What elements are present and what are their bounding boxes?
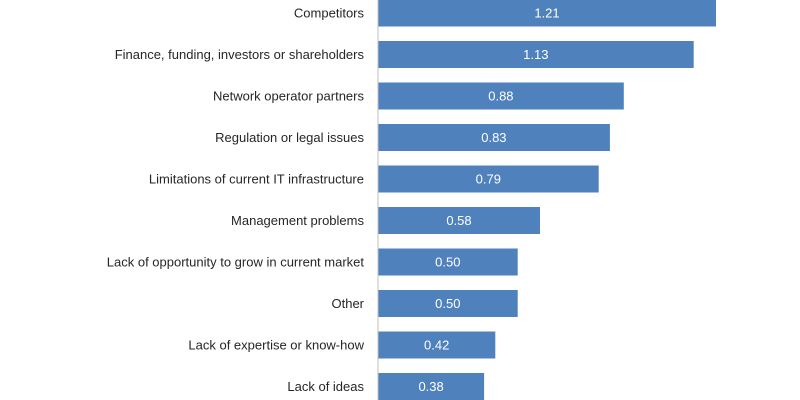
category-label: Lack of opportunity to grow in current m…	[107, 255, 365, 270]
category-label: Lack of expertise or know-how	[188, 338, 364, 353]
bar	[378, 124, 610, 151]
data-label: 0.50	[435, 255, 460, 270]
data-label: 0.42	[424, 338, 449, 353]
category-label: Network operator partners	[213, 89, 365, 104]
data-label: 0.88	[488, 89, 513, 104]
data-label: 0.83	[481, 130, 506, 145]
data-label: 0.79	[476, 172, 501, 187]
bar	[378, 41, 694, 68]
data-label: 1.13	[523, 47, 548, 62]
bar	[378, 207, 540, 234]
bar	[378, 82, 624, 110]
category-labels-group: Competitors Finance, funding, investors o…	[107, 6, 365, 395]
bar	[378, 0, 716, 27]
data-label: 1.21	[534, 6, 559, 21]
bar	[378, 373, 485, 400]
category-label: Finance, funding, investors or sharehold…	[115, 47, 365, 62]
bar	[378, 290, 518, 317]
bars-group	[378, 0, 716, 400]
category-label: Competitors	[294, 6, 365, 21]
category-label: Management problems	[231, 213, 364, 228]
data-label: 0.38	[418, 379, 443, 394]
bar	[378, 248, 518, 276]
category-label: Lack of ideas	[287, 379, 364, 394]
bar	[378, 331, 496, 359]
data-label: 0.50	[435, 296, 460, 311]
category-label: Regulation or legal issues	[215, 130, 364, 145]
category-label: Limitations of current IT infrastructure	[149, 172, 364, 187]
data-label: 0.58	[446, 213, 471, 228]
bar	[378, 165, 599, 193]
category-label: Other	[331, 296, 364, 311]
value-labels-group: 1.21 1.13 0.88 0.83 0.79 0.58 0.50 0.50 0.42 0.38	[418, 6, 559, 395]
